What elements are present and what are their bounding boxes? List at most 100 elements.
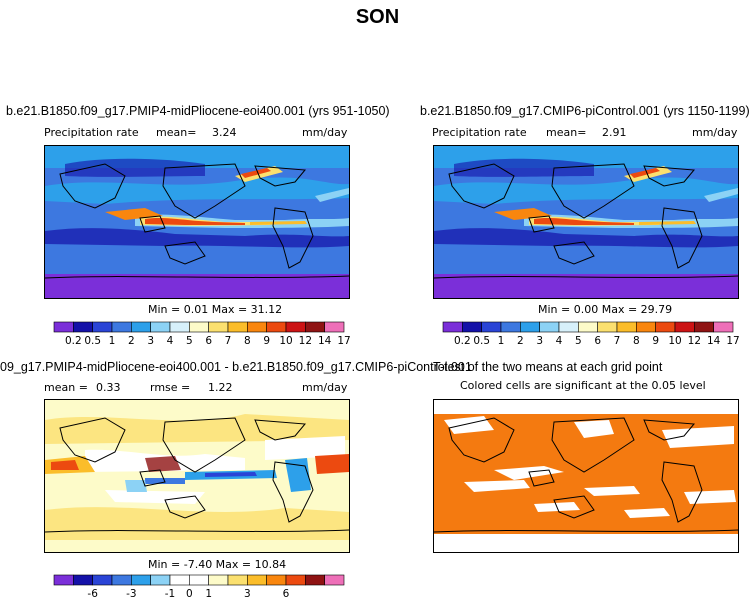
colorbar-tick-label: 7 xyxy=(225,335,232,347)
colorbar-swatch xyxy=(169,321,190,333)
colorbar-swatch xyxy=(636,321,656,333)
colorbar-swatch xyxy=(131,321,151,333)
colorbar-swatch xyxy=(53,321,74,333)
colorbar-swatch xyxy=(208,574,229,586)
panel2-mean-value: 2.91 xyxy=(602,126,627,139)
panel3-minmax: Min = -7.40 Max = 10.84 xyxy=(148,558,287,571)
panel1-variable-label: Precipitation rate xyxy=(44,126,139,139)
colorbar-tick-label: 4 xyxy=(167,335,174,347)
colorbar-tick-label: 6 xyxy=(205,335,212,347)
colorbar-tick-label: 3 xyxy=(147,335,154,347)
colorbar-tick-label: 3 xyxy=(244,588,251,600)
colorbar-swatch xyxy=(305,321,325,333)
colorbar-tick-label: 0.5 xyxy=(473,335,490,347)
colorbar-tick-label: -3 xyxy=(126,588,136,600)
panel2-minmax: Min = 0.00 Max = 29.79 xyxy=(538,303,673,316)
colorbar-swatch xyxy=(481,321,502,333)
colorbar-tick-label: 6 xyxy=(594,335,601,347)
colorbar-tick-label: 17 xyxy=(726,335,739,347)
panel1-minmax: Min = 0.01 Max = 31.12 xyxy=(148,303,283,316)
colorbar-tick-label: 9 xyxy=(263,335,270,347)
colorbar-swatch xyxy=(227,321,248,333)
colorbar-swatch xyxy=(53,574,74,586)
panel1-units: mm/day xyxy=(302,126,348,139)
colorbar-tick-label: 2 xyxy=(128,335,135,347)
panel2-units: mm/day xyxy=(692,126,738,139)
colorbar-swatch xyxy=(73,574,93,586)
panel1-mean-label: mean= xyxy=(156,126,197,139)
colorbar-swatch xyxy=(597,321,618,333)
colorbar-swatch xyxy=(285,574,306,586)
colorbar-swatch xyxy=(111,321,132,333)
colorbar-swatch xyxy=(713,321,734,333)
colorbar-swatch xyxy=(92,574,113,586)
panel3-colorbar: -6 -3 -1 0 1 3 6 xyxy=(53,574,345,600)
colorbar-tick-label: -1 xyxy=(165,588,175,600)
panel1-title: b.e21.B1850.f09_g17.PMIP4-midPliocene-eo… xyxy=(6,104,390,118)
colorbar-swatch xyxy=(305,574,325,586)
colorbar-swatch xyxy=(227,574,248,586)
colorbar-tick-label: 6 xyxy=(283,588,290,600)
panel1-map xyxy=(44,145,350,299)
colorbar-swatch xyxy=(324,321,345,333)
colorbar-swatch xyxy=(500,321,521,333)
colorbar-swatch xyxy=(150,321,171,333)
colorbar-tick-label: 9 xyxy=(652,335,659,347)
colorbar-swatch xyxy=(578,321,598,333)
panel3-units: mm/day xyxy=(302,381,348,394)
colorbar-swatch xyxy=(92,321,113,333)
colorbar-swatch xyxy=(694,321,714,333)
colorbar-swatch xyxy=(73,321,93,333)
panel3-rmse-value: 1.22 xyxy=(208,381,233,394)
colorbar-tick-label: 8 xyxy=(633,335,640,347)
colorbar-tick-label: 8 xyxy=(244,335,251,347)
colorbar-tick-label: 5 xyxy=(186,335,193,347)
colorbar-tick-label: 10 xyxy=(279,335,292,347)
colorbar-swatch xyxy=(150,574,171,586)
colorbar-swatch xyxy=(169,574,190,586)
panel2-mean-label: mean= xyxy=(546,126,587,139)
colorbar-swatch xyxy=(266,321,287,333)
colorbar-tick-label: 14 xyxy=(318,335,332,347)
colorbar-tick-label: 1 xyxy=(205,588,212,600)
panel3-mean-label: mean = xyxy=(44,381,88,394)
colorbar-swatch xyxy=(558,321,579,333)
panel2-map xyxy=(433,145,739,299)
colorbar-tick-label: 0.5 xyxy=(84,335,101,347)
panel2-variable-label: Precipitation rate xyxy=(432,126,527,139)
colorbar-swatch xyxy=(189,321,209,333)
colorbar-tick-label: 0.2 xyxy=(454,335,471,347)
colorbar-swatch xyxy=(111,574,132,586)
panel1-colorbar: 0.2 0.5 1 2 3 4 5 6 7 8 9 10 12 14 17 xyxy=(53,321,351,347)
colorbar-swatch xyxy=(208,321,229,333)
colorbar-swatch xyxy=(674,321,695,333)
colorbar-swatch xyxy=(285,321,306,333)
colorbar-tick-label: 2 xyxy=(517,335,524,347)
colorbar-swatch xyxy=(539,321,560,333)
colorbar-swatch xyxy=(442,321,463,333)
panel3-title: 09_g17.PMIP4-midPliocene-eoi400.001 - b.… xyxy=(0,360,472,374)
colorbar-swatch xyxy=(655,321,676,333)
colorbar-swatch xyxy=(247,321,267,333)
colorbar-tick-label: -6 xyxy=(87,588,98,600)
panel3-map xyxy=(44,399,350,553)
colorbar-tick-label: 3 xyxy=(536,335,543,347)
panel3-mean-value: 0.33 xyxy=(96,381,121,394)
panel2-title: b.e21.B1850.f09_g17.CMIP6-piControl.001 … xyxy=(420,104,750,118)
panel4-map xyxy=(433,399,739,553)
panel3-rmse-label: rmse = xyxy=(150,381,191,394)
panel4-significance-note: Colored cells are significant at the 0.0… xyxy=(460,379,706,392)
colorbar-swatch xyxy=(266,574,287,586)
panel2-colorbar: 0.2 0.5 1 2 3 4 5 6 7 8 9 10 12 14 17 xyxy=(442,321,740,347)
colorbar-swatch xyxy=(131,574,151,586)
colorbar-tick-label: 0.2 xyxy=(65,335,82,347)
colorbar-tick-label: 12 xyxy=(688,335,701,347)
colorbar-swatch xyxy=(462,321,482,333)
colorbar-swatch xyxy=(324,574,345,586)
colorbar-tick-label: 1 xyxy=(498,335,505,347)
figure-title: SON xyxy=(355,6,400,28)
colorbar-swatch xyxy=(189,574,209,586)
colorbar-tick-label: 14 xyxy=(707,335,721,347)
colorbar-swatch xyxy=(616,321,637,333)
colorbar-swatch xyxy=(520,321,540,333)
